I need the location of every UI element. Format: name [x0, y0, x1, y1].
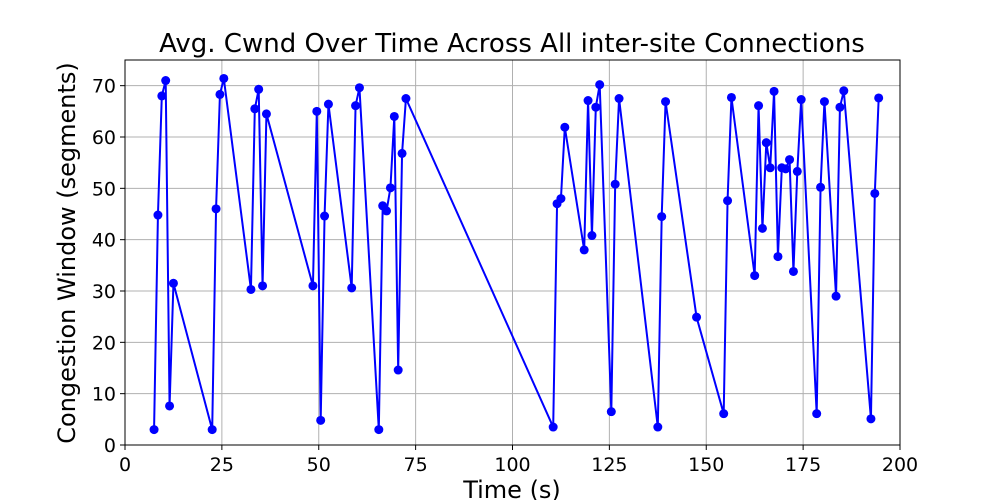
- data-point: [579, 245, 589, 255]
- data-point: [773, 252, 783, 262]
- data-point: [347, 283, 357, 293]
- chart-title: Avg. Cwnd Over Time Across All inter-sit…: [159, 29, 865, 59]
- data-point: [785, 155, 795, 165]
- data-point: [610, 179, 620, 189]
- data-point: [393, 365, 403, 375]
- data-point: [153, 210, 163, 220]
- x-tick-label: 75: [404, 454, 428, 476]
- data-point: [788, 266, 798, 276]
- data-point: [750, 271, 760, 281]
- data-point: [796, 95, 806, 105]
- data-point: [157, 91, 167, 101]
- data-point: [606, 407, 616, 417]
- data-point: [761, 138, 771, 148]
- data-point: [726, 92, 736, 102]
- data-point: [587, 231, 597, 241]
- data-point: [312, 106, 322, 116]
- data-point: [874, 93, 884, 103]
- y-tick-label: 60: [92, 127, 116, 149]
- data-point: [401, 94, 411, 103]
- data-point: [839, 86, 849, 96]
- data-point: [397, 148, 407, 158]
- y-tick-label: 40: [92, 230, 116, 252]
- data-point: [812, 409, 822, 419]
- grid-lines: [124, 60, 901, 446]
- data-point: [653, 422, 663, 432]
- data-point: [595, 80, 605, 90]
- data-point: [583, 96, 593, 106]
- data-point: [792, 166, 802, 176]
- data-point: [215, 89, 225, 99]
- data-point: [374, 425, 384, 435]
- data-point: [354, 83, 364, 93]
- data-point: [219, 73, 229, 83]
- data-point: [246, 284, 256, 294]
- data-point: [765, 163, 775, 173]
- y-tick-label: 30: [92, 281, 116, 303]
- x-tick-label: 200: [882, 454, 918, 476]
- y-tick-label: 50: [92, 178, 116, 200]
- data-point: [723, 196, 733, 206]
- data-point: [754, 101, 764, 111]
- x-tick-label: 25: [210, 454, 234, 476]
- data-point: [261, 109, 271, 119]
- data-point: [308, 281, 318, 291]
- y-tick-label: 0: [104, 435, 116, 457]
- x-tick-label: 150: [688, 454, 724, 476]
- data-point: [161, 76, 171, 86]
- x-tick-label: 125: [591, 454, 627, 476]
- data-point: [168, 278, 178, 288]
- data-point: [258, 281, 268, 291]
- data-point: [692, 312, 702, 322]
- data-point: [769, 86, 779, 96]
- data-point: [657, 212, 667, 222]
- y-axis-label: Congestion Window (segments): [53, 62, 81, 444]
- data-point: [207, 425, 217, 435]
- data-point: [661, 97, 671, 107]
- x-tick-label: 100: [494, 454, 530, 476]
- data-point: [389, 111, 399, 121]
- data-point: [323, 99, 333, 109]
- y-tick-label: 10: [92, 384, 116, 406]
- data-point: [385, 183, 395, 193]
- data-point: [719, 409, 729, 419]
- data-point: [866, 414, 876, 424]
- data-point: [548, 422, 558, 432]
- data-point: [560, 122, 570, 132]
- data-point: [831, 291, 841, 301]
- y-tick-label: 70: [92, 76, 116, 98]
- data-point: [556, 194, 566, 204]
- y-tick-label: 20: [92, 332, 116, 354]
- data-point: [614, 94, 624, 103]
- data-point: [382, 206, 392, 216]
- data-point: [254, 84, 264, 94]
- data-point: [870, 188, 880, 198]
- data-point: [316, 415, 326, 425]
- data-point: [165, 401, 175, 411]
- data-point: [149, 425, 159, 435]
- x-tick-label: 175: [785, 454, 821, 476]
- series-line: [153, 77, 880, 431]
- axis-ticks: 0 25 50 75 100 125 150 175 200 0 10 20 30 40 50 60 70: [92, 76, 918, 476]
- x-tick-label: 0: [119, 454, 131, 476]
- data-point: [819, 97, 829, 107]
- data-point: [250, 104, 260, 114]
- data-point: [835, 102, 845, 112]
- data-point: [757, 223, 767, 233]
- data-point: [591, 102, 601, 112]
- x-axis-label: Time (s): [462, 476, 561, 500]
- data-point: [781, 164, 791, 174]
- data-point: [211, 204, 221, 214]
- data-point: [320, 211, 330, 221]
- x-tick-label: 50: [307, 454, 331, 476]
- data-point: [816, 182, 826, 192]
- data-series: [149, 73, 884, 435]
- data-point: [351, 101, 361, 111]
